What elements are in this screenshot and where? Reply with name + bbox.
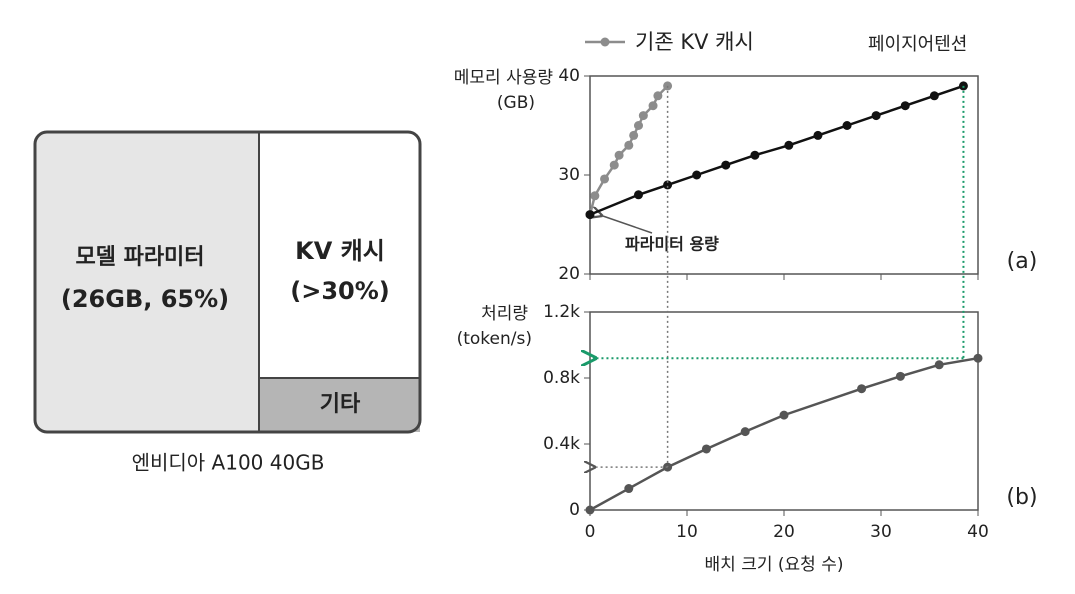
data-point (871, 111, 881, 121)
data-point (900, 101, 910, 111)
data-point (634, 121, 643, 130)
y-axis-label: 메모리 사용량 (454, 68, 554, 88)
data-point (784, 140, 794, 150)
panel-label: (b) (1006, 485, 1037, 510)
y-axis-unit: (GB) (497, 93, 535, 113)
x-tick-label: 0 (585, 522, 596, 542)
block-detail: (>30%) (290, 277, 390, 305)
data-point (653, 91, 663, 101)
data-point (600, 174, 610, 184)
annotation: 파라미터 용량 (625, 235, 719, 254)
legend-marker (600, 37, 610, 47)
legend-label: 페이지어텐션 (868, 34, 967, 55)
data-point (701, 444, 711, 454)
x-tick-label: 10 (676, 522, 698, 542)
y-tick-label: 0.4k (543, 434, 580, 454)
data-point (740, 427, 750, 437)
data-point (614, 150, 624, 160)
gpu-frame (33, 130, 422, 434)
data-point (609, 160, 619, 170)
x-tick-label: 30 (870, 522, 892, 542)
data-point (813, 130, 823, 140)
data-point (721, 160, 731, 170)
data-point (638, 111, 648, 121)
x-tick-label: 40 (967, 522, 989, 542)
data-point (842, 121, 852, 130)
y-tick-label: 0 (569, 500, 580, 520)
data-point (929, 91, 939, 101)
y-axis-label: 처리량 (481, 304, 528, 324)
block-detail: (26GB, 65%) (61, 285, 229, 313)
series-line (589, 356, 979, 512)
y-tick-label: 1.2k (543, 302, 580, 322)
x-tick-label: 20 (773, 522, 795, 542)
data-point (692, 170, 702, 180)
other-block (259, 378, 420, 432)
data-point (634, 190, 643, 200)
data-point (590, 191, 600, 201)
model-block (35, 132, 259, 432)
y-axis-unit: (token/s) (457, 329, 532, 349)
diagram-caption: 엔비디아 A100 40GB (132, 451, 325, 475)
legend-label: 기존 KV 캐시 (635, 30, 754, 54)
data-point (895, 371, 905, 381)
gpu-memory-diagram: 모델 파라미터 (26GB, 65%) KV 캐시 (>30%) 기타 엔비디아… (33, 130, 422, 475)
y-tick-label: 30 (558, 165, 580, 185)
panel-label: (a) (1007, 249, 1038, 274)
data-point (585, 505, 595, 515)
block-label: KV 캐시 (295, 237, 385, 265)
data-point (857, 384, 867, 394)
data-point (973, 353, 983, 363)
data-point (624, 484, 634, 494)
data-point (934, 360, 944, 370)
data-point (585, 210, 595, 220)
block-label: 기타 (320, 392, 361, 417)
data-point (779, 410, 789, 420)
annotation-arrow (600, 215, 653, 234)
data-point (750, 150, 760, 160)
y-tick-label: 40 (558, 66, 580, 86)
data-point (624, 140, 634, 150)
data-point (663, 180, 673, 190)
data-point (629, 130, 639, 140)
x-axis-label: 배치 크기 (요청 수) (705, 555, 844, 575)
data-point (648, 101, 658, 111)
y-tick-label: 20 (558, 264, 580, 284)
y-tick-label: 0.8k (543, 368, 580, 388)
block-label: 모델 파라미터 (75, 245, 204, 270)
